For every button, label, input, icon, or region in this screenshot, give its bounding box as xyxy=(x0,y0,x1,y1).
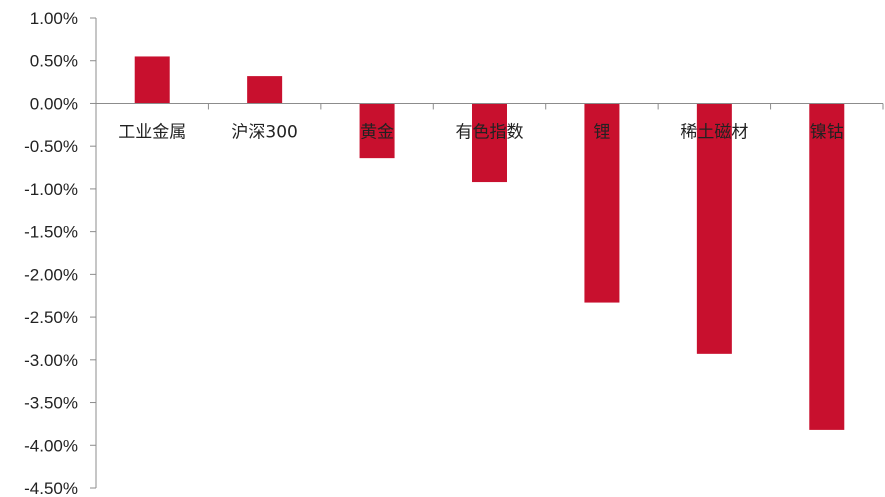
category-labels: 工业金属 沪深300 黄金 有色指数 锂 稀土磁材 镍钴 xyxy=(118,122,844,142)
x-axis xyxy=(95,102,884,110)
bar xyxy=(247,76,283,104)
y-tick-label: -1.00% xyxy=(24,180,78,199)
x-category-label: 沪深300 xyxy=(231,122,297,142)
y-tick-label: -0.50% xyxy=(24,137,78,156)
y-tick-label: 0.50% xyxy=(30,52,78,71)
bar xyxy=(584,103,620,303)
x-category-label: 工业金属 xyxy=(118,122,186,142)
bar xyxy=(472,103,507,183)
bars xyxy=(134,56,845,430)
y-tick-label: 0.00% xyxy=(30,94,78,113)
y-tick-label: -3.00% xyxy=(24,351,78,370)
x-category-label: 黄金 xyxy=(360,122,394,142)
x-category-label: 有色指数 xyxy=(456,122,524,142)
y-tick-label: -2.50% xyxy=(24,308,78,327)
bar xyxy=(696,103,732,354)
x-category-label: 锂 xyxy=(593,122,610,142)
x-category-label: 镍钴 xyxy=(810,122,844,142)
y-tick-label: -4.50% xyxy=(24,479,78,497)
bar xyxy=(134,56,170,104)
x-category-label: 稀土磁材 xyxy=(680,122,748,142)
y-tick-label: -3.50% xyxy=(24,394,78,413)
bar xyxy=(809,103,845,430)
y-tick-label: -4.00% xyxy=(24,436,78,455)
bar xyxy=(359,103,395,159)
y-axis: 1.00% 0.50% 0.00% -0.50% -1.00% -1.50% -2.00% -… xyxy=(24,9,97,497)
y-tick-label: 1.00% xyxy=(30,9,78,28)
y-tick-label: -1.50% xyxy=(24,223,78,242)
y-tick-label: -2.00% xyxy=(24,265,78,284)
